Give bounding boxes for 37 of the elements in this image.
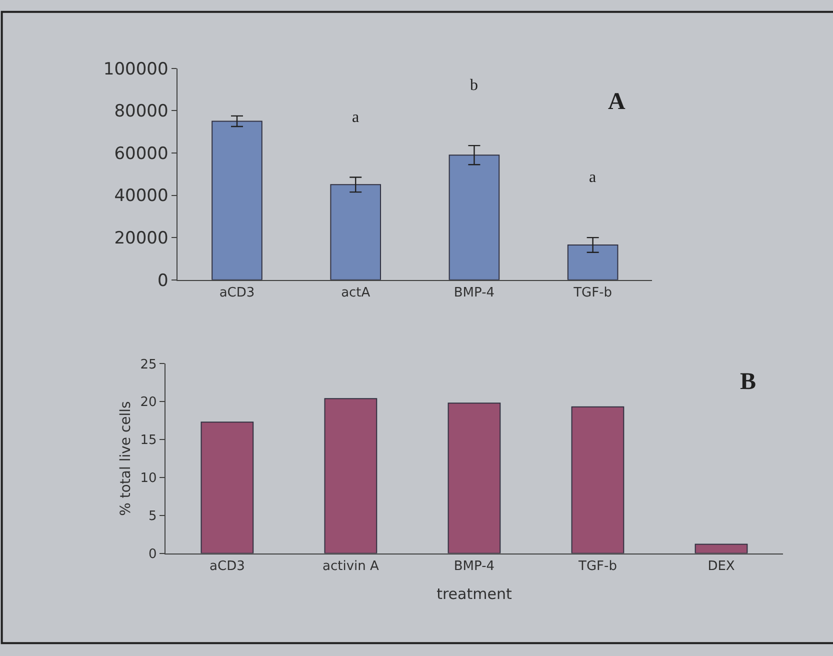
- bar: [200, 422, 254, 554]
- x-tick-label: TGF-b: [572, 285, 612, 300]
- x-axis-title: treatment: [436, 584, 512, 603]
- x-tick-label: aCD3: [210, 558, 245, 574]
- bar: [571, 406, 624, 554]
- x-tick-label: BMP-4: [454, 558, 495, 574]
- x-tick-label: aCD3: [219, 285, 255, 300]
- y-tick-label: 0: [148, 546, 157, 562]
- x-tick-label: DEX: [708, 558, 735, 574]
- bar: [448, 402, 501, 554]
- y-tick-label: 10: [140, 471, 157, 486]
- chart-title: B: [740, 369, 756, 395]
- bar: [330, 184, 382, 280]
- x-tick-label: actA: [341, 285, 370, 300]
- annotation: a: [352, 109, 360, 126]
- bar: [567, 244, 618, 280]
- y-tick-label: 25: [140, 357, 157, 372]
- y-axis-title: % total live cells: [118, 401, 134, 516]
- x-tick-label: BMP-4: [454, 285, 495, 300]
- annotation: b: [470, 77, 478, 94]
- x-tick-label: TGF-b: [578, 558, 617, 574]
- y-tick-label: 100000: [103, 59, 168, 80]
- text: A: [608, 89, 626, 115]
- x-tick-label: activin A: [322, 558, 379, 574]
- annotation: a: [589, 169, 596, 186]
- y-tick-label: 15: [140, 433, 157, 448]
- y-tick-label: 60000: [114, 144, 168, 164]
- y-tick-label: 80000: [114, 102, 168, 122]
- bar: [448, 154, 500, 280]
- y-tick-label: 20000: [114, 228, 168, 249]
- y-tick-label: 5: [148, 508, 157, 524]
- bar: [324, 398, 378, 554]
- y-tick-label: 20: [140, 395, 157, 410]
- y-tick-label: 40000: [114, 186, 168, 206]
- bar: [212, 120, 262, 280]
- y-tick-label: 0: [157, 270, 168, 291]
- bar: [694, 544, 748, 554]
